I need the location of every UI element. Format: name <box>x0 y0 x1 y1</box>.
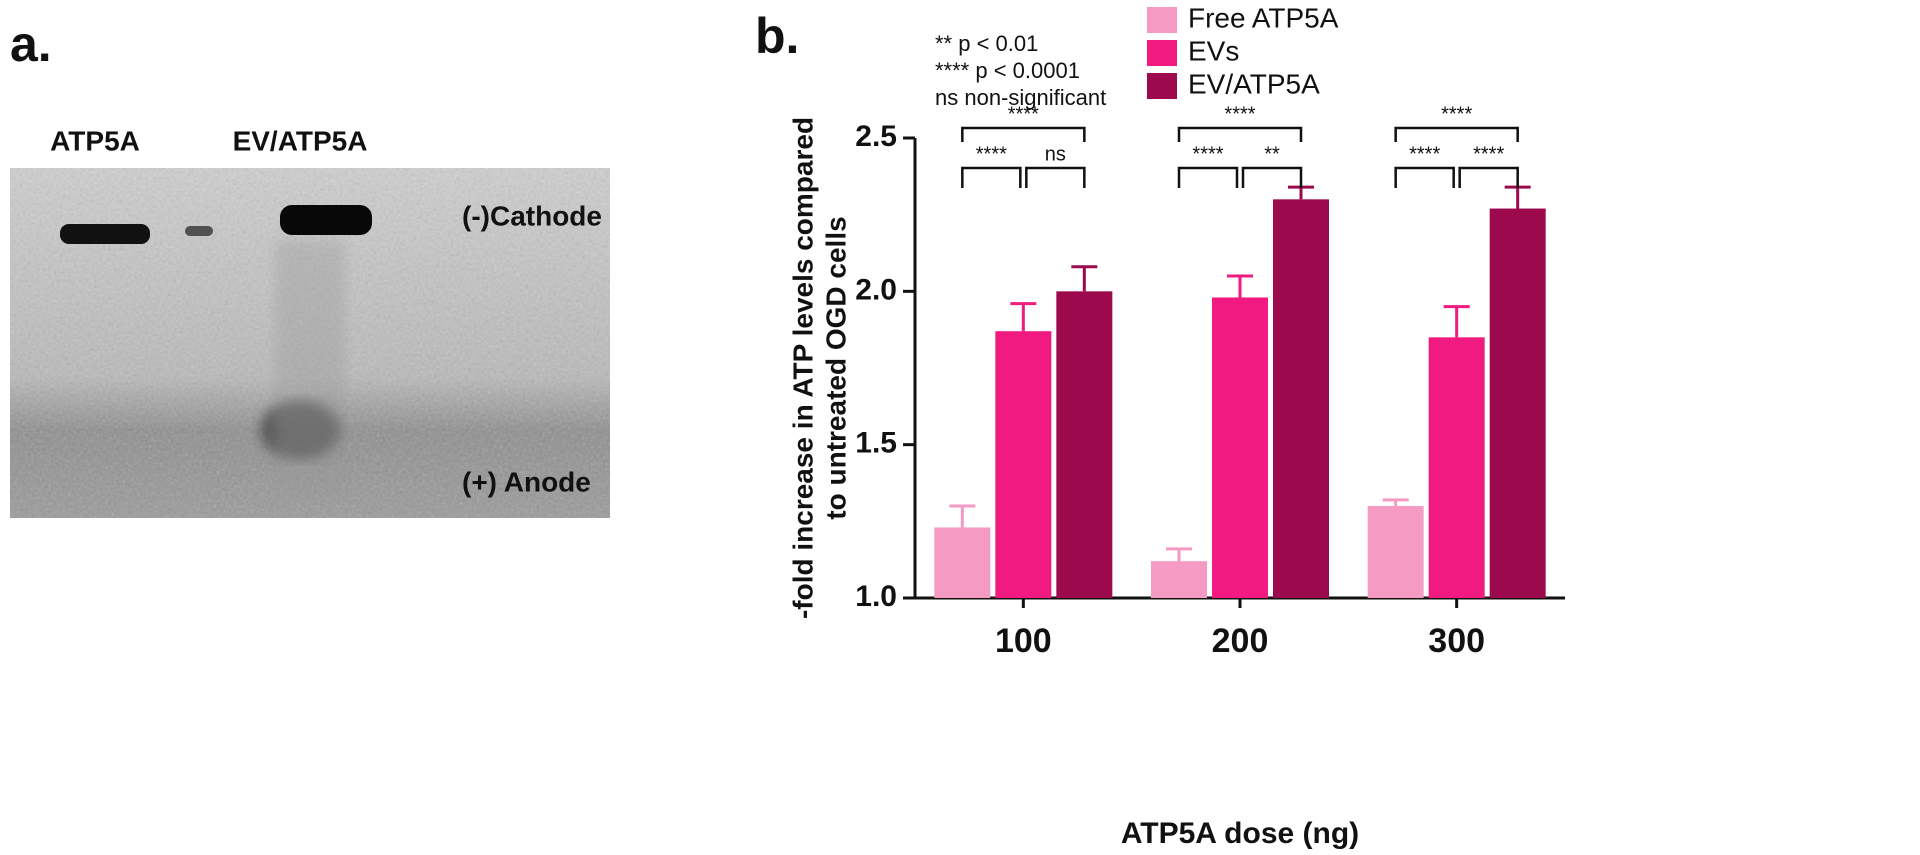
bar <box>995 331 1052 598</box>
bar <box>934 527 991 598</box>
significance-bracket <box>1458 166 1519 188</box>
significance-bracket <box>1025 166 1086 188</box>
x-tick-label: 300 <box>1428 622 1485 660</box>
bar <box>1367 506 1424 598</box>
bar <box>1151 561 1207 598</box>
bar <box>1428 337 1485 598</box>
y-tick-label: 1.5 <box>855 427 897 460</box>
lane-label: ATP5A <box>50 125 140 156</box>
significance-key: **** p < 0.0001 <box>935 58 1080 83</box>
significance-label: **** <box>1008 103 1039 125</box>
lane-label: EV/ATP5A <box>233 125 368 156</box>
significance-bracket <box>1394 166 1455 188</box>
significance-bracket <box>1394 126 1519 142</box>
significance-label: **** <box>1192 143 1223 165</box>
legend-swatch <box>1147 40 1177 66</box>
gel-marker: (-)Cathode <box>462 200 602 231</box>
legend-label: EVs <box>1188 35 1239 66</box>
bar <box>1489 208 1546 599</box>
x-axis-label: ATP5A dose (ng) <box>1121 817 1359 850</box>
significance-label: **** <box>1224 103 1255 125</box>
y-tick-label: 2.5 <box>855 120 897 153</box>
y-tick-label: 1.0 <box>855 580 897 613</box>
panel-label: a. <box>10 16 52 72</box>
bar <box>1273 199 1329 599</box>
significance-key: ns non-significant <box>935 85 1106 110</box>
significance-label: **** <box>1473 143 1504 165</box>
x-tick-label: 200 <box>1212 622 1269 660</box>
significance-label: ns <box>1045 143 1066 165</box>
significance-label: **** <box>1409 143 1440 165</box>
significance-key: ** p < 0.01 <box>935 31 1038 56</box>
legend-label: Free ATP5A <box>1188 2 1339 33</box>
y-tick-label: 2.0 <box>855 273 897 306</box>
significance-bracket <box>1177 166 1239 188</box>
panel-label: b. <box>755 8 799 64</box>
significance-bracket <box>1241 166 1303 188</box>
legend-swatch <box>1147 73 1177 99</box>
gel-marker: (+) Anode <box>462 466 591 497</box>
significance-label: **** <box>1441 103 1472 125</box>
y-axis-label: -fold increase in ATP levels compared <box>787 117 818 619</box>
significance-label: ** <box>1264 143 1280 165</box>
significance-bracket <box>961 126 1086 142</box>
significance-label: **** <box>976 143 1007 165</box>
legend-swatch <box>1147 7 1177 33</box>
x-tick-label: 100 <box>995 622 1052 660</box>
y-axis-label: to untreated OGD cells <box>820 216 851 519</box>
significance-bracket <box>961 166 1022 188</box>
bar <box>1212 297 1268 598</box>
legend-label: EV/ATP5A <box>1188 68 1320 99</box>
bar <box>1056 291 1113 598</box>
significance-bracket <box>1177 126 1303 142</box>
gel-image <box>10 168 610 518</box>
